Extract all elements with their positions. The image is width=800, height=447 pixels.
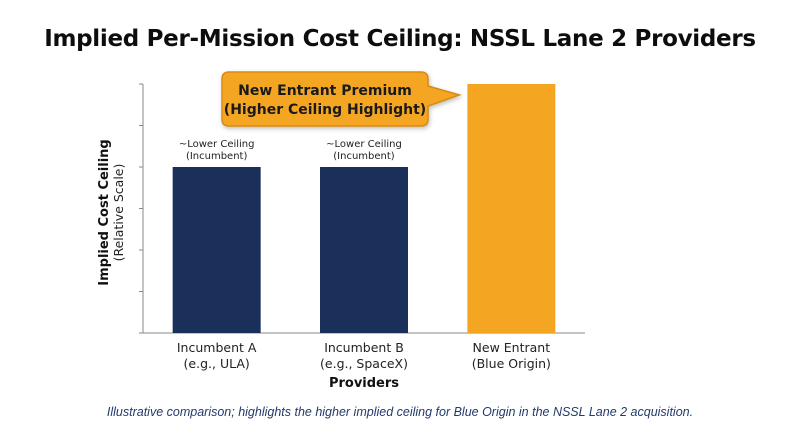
y-axis-subtitle: (Relative Scale)	[111, 164, 126, 262]
y-axis-title: Implied Cost Ceiling	[97, 139, 112, 286]
bar-1	[172, 167, 261, 333]
annotation-line1: ~Lower Ceiling	[179, 139, 255, 150]
bar-3	[467, 84, 556, 333]
y-axis	[139, 83, 144, 334]
x-tick-label-3: New Entrant (Blue Origin)	[472, 340, 551, 371]
x-tick-label-line2: (e.g., ULA)	[184, 356, 250, 371]
callout-subtitle: (Higher Ceiling Highlight)	[224, 102, 426, 118]
x-tick-label-line2: (e.g., SpaceX)	[320, 356, 408, 371]
annotation-line1: ~Lower Ceiling	[326, 139, 402, 150]
bar-annotations: ~Lower Ceiling (Incumbent)~Lower Ceiling(…	[179, 139, 402, 162]
callout-shape	[221, 71, 462, 127]
x-axis-title: Providers	[329, 376, 399, 391]
x-tick-label-2: Incumbent B (e.g., SpaceX)	[320, 340, 408, 371]
chart-title: Implied Per-Mission Cost Ceiling: NSSL L…	[44, 26, 756, 52]
annotation-line2: (Incumbent)	[333, 151, 395, 162]
x-tick-label-line1: Incumbent A	[177, 340, 257, 355]
annotation-line2: (Incumbent)	[186, 151, 248, 162]
x-tick-label-line2: (Blue Origin)	[472, 356, 551, 371]
x-tick-label-line1: Incumbent B	[324, 340, 404, 355]
x-tick-label-1: Incumbent A (e.g., ULA)	[177, 340, 257, 371]
bar-2	[320, 167, 408, 333]
bars	[172, 84, 556, 333]
callout-title: New Entrant Premium	[238, 83, 412, 99]
callout-box: New Entrant Premium (Higher Ceiling High…	[221, 71, 462, 127]
footnote: Illustrative comparison; highlights the …	[106, 405, 694, 419]
bar-annotation-1: ~Lower Ceiling (Incumbent)	[179, 139, 255, 162]
x-tick-labels: Incumbent A (e.g., ULA)Incumbent B (e.g., …	[177, 340, 551, 371]
bar-annotation-2: ~Lower Ceiling (Incumbent)	[326, 139, 402, 162]
x-tick-label-line1: New Entrant	[473, 340, 551, 355]
y-ticks	[139, 83, 143, 334]
